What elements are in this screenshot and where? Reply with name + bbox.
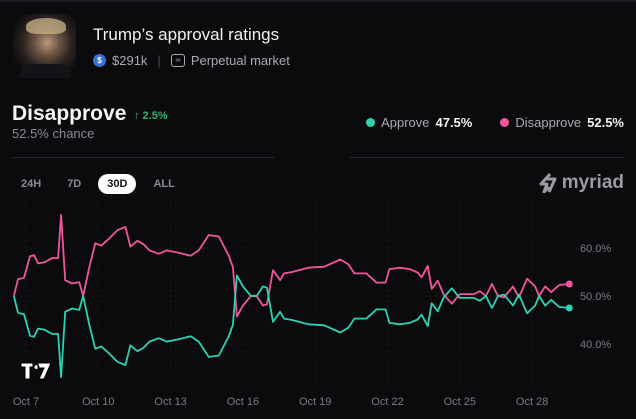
legend-label: Approve <box>381 115 430 130</box>
price-chart[interactable]: Oct 7 Oct 10 Oct 13 Oct 16 Oct 19 Oct 22 Oct 2… <box>0 200 636 419</box>
approve-dot-icon <box>366 118 376 127</box>
market-title: Trump’s approval ratings <box>93 25 280 44</box>
tab-all[interactable]: ALL <box>153 178 175 190</box>
meta-separator: | <box>157 53 161 68</box>
chart-legend: Approve 47.5% Disapprove 52.5% <box>366 115 624 130</box>
market-type: Perpetual market <box>190 53 290 68</box>
tab-7d[interactable]: 7D <box>67 178 82 190</box>
top-border <box>0 0 636 2</box>
infinity-icon: ∞ <box>170 54 185 67</box>
disapprove-dot-icon <box>500 118 510 127</box>
market-volume: $291k <box>112 53 148 68</box>
y-tick-label: 40.0% <box>580 339 611 351</box>
market-image <box>12 14 76 78</box>
usdc-coin-icon: $ <box>93 54 106 67</box>
x-tick-label: Oct 10 <box>82 396 114 408</box>
outcome-change: ↑ 2.5% <box>134 110 168 122</box>
approve-series-line <box>13 274 570 379</box>
divider <box>350 157 624 158</box>
x-tick-label: Oct 22 <box>371 396 403 408</box>
y-tick-label: 50.0% <box>580 291 611 303</box>
outcome-chance: 52.5% chance <box>12 126 95 141</box>
y-tick-label: 60.0% <box>580 243 611 255</box>
x-tick-label: Oct 13 <box>154 396 186 408</box>
tradingview-logo-icon <box>20 362 52 380</box>
legend-disapprove[interactable]: Disapprove 52.5% <box>500 115 624 130</box>
market-meta: $ $291k | ∞ Perpetual market <box>93 53 290 68</box>
x-tick-label: Oct 28 <box>516 396 548 408</box>
brand-name: myriad <box>561 172 624 193</box>
myriad-bolt-icon <box>539 173 557 193</box>
tab-30d[interactable]: 30D <box>98 174 137 194</box>
legend-approve[interactable]: Approve 47.5% <box>366 115 472 130</box>
approve-end-point <box>565 304 573 312</box>
tab-24h[interactable]: 24H <box>21 178 42 190</box>
disapprove-end-point <box>565 280 573 288</box>
x-tick-label: Oct 25 <box>444 396 476 408</box>
legend-value: 47.5% <box>435 115 473 130</box>
x-tick-label: Oct 19 <box>299 396 331 408</box>
disapprove-series-line <box>13 213 570 318</box>
x-tick-label: Oct 16 <box>227 396 259 408</box>
legend-label: Disapprove <box>515 115 582 130</box>
legend-value: 52.5% <box>587 115 624 130</box>
myriad-logo: myriad <box>538 172 624 194</box>
x-tick-label: Oct 7 <box>13 396 39 408</box>
divider <box>12 157 274 158</box>
selected-outcome: Disapprove <box>12 102 127 125</box>
time-range-tabs: 24H 7D 30D ALL <box>12 174 184 194</box>
